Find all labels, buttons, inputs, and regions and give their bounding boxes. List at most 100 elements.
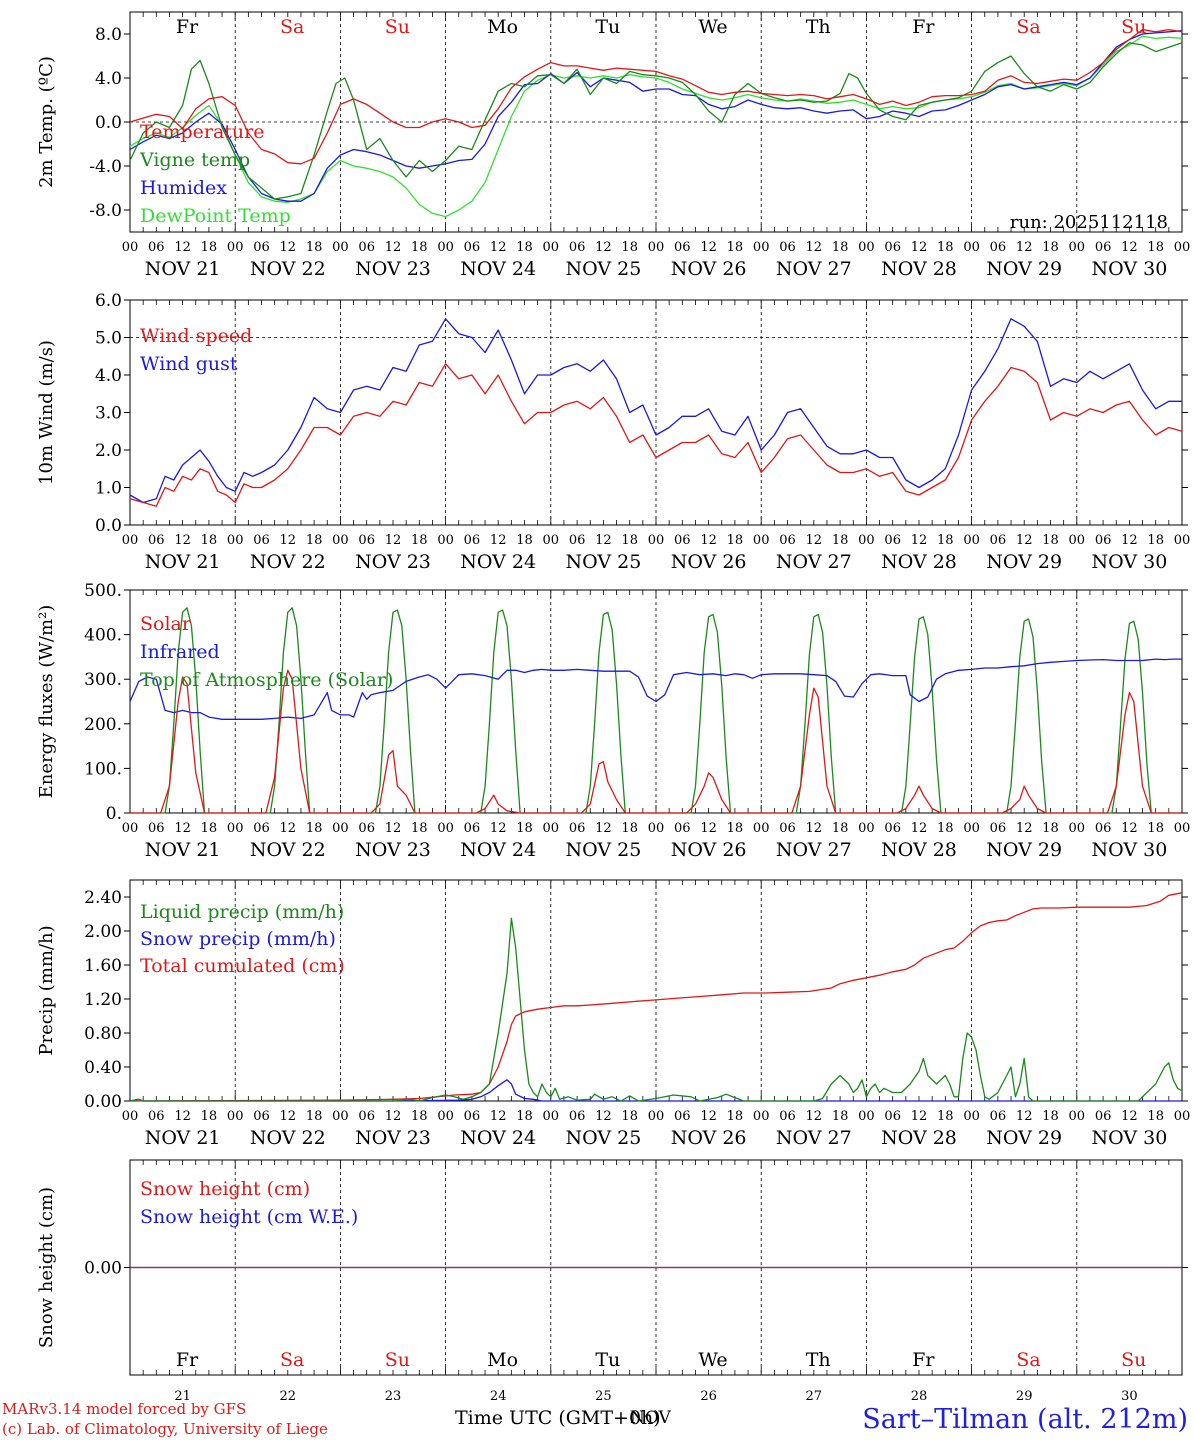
y-tick-label: 5.0 — [95, 329, 122, 349]
legend-entry: Solar — [140, 613, 192, 635]
hour-label: 12 — [1121, 533, 1138, 548]
hour-label: 12 — [1121, 821, 1138, 836]
date-label: NOV 29 — [986, 258, 1062, 280]
hour-label: 18 — [1147, 1109, 1164, 1124]
day-number-label: 28 — [911, 1389, 928, 1404]
y-tick-label: 500. — [84, 581, 122, 601]
hour-label: 12 — [595, 821, 612, 836]
hour-label: 18 — [516, 240, 533, 255]
footer-model: MARv3.14 model forced by GFS — [2, 1400, 246, 1418]
hour-label: 12 — [1016, 240, 1033, 255]
y-tick-label: 0.00 — [84, 1259, 122, 1279]
hour-label: 06 — [674, 533, 691, 548]
hour-label: 06 — [464, 533, 481, 548]
hour-label: 18 — [1042, 240, 1059, 255]
day-number-label: 22 — [280, 1389, 297, 1404]
hour-label: 06 — [148, 240, 165, 255]
y-tick-label: 0.40 — [84, 1058, 122, 1078]
legend-entry: Infrared — [140, 641, 220, 663]
date-label: NOV 26 — [671, 1127, 747, 1149]
panel-precip: 0.00 0.40 0.80 1.20 1.60 2.00 2.40 Precip (mm/h… — [36, 879, 1191, 1149]
hour-label: 18 — [727, 240, 744, 255]
hour-label: 18 — [727, 821, 744, 836]
date-label: NOV 25 — [565, 258, 641, 280]
series-line-solar — [130, 669, 1182, 814]
hour-label: 00 — [332, 821, 349, 836]
day-number-label: 26 — [700, 1389, 717, 1404]
date-label: NOV 27 — [776, 551, 852, 573]
hour-label: 06 — [884, 533, 901, 548]
y-tick-label: 0.80 — [84, 1024, 122, 1044]
hour-label: 18 — [201, 821, 218, 836]
hour-label: 18 — [306, 533, 323, 548]
hour-label: 12 — [700, 821, 717, 836]
weekday-label: Sa — [280, 1349, 304, 1371]
hour-label: 00 — [122, 821, 139, 836]
legend-entry: Wind speed — [140, 325, 252, 347]
x-axis-label-overlay: NOV — [630, 1408, 672, 1428]
date-label: NOV 28 — [881, 839, 957, 861]
date-label: NOV 26 — [671, 551, 747, 573]
hour-label: 12 — [911, 240, 928, 255]
y-tick-label: 6.0 — [95, 291, 122, 311]
hour-label: 06 — [884, 821, 901, 836]
hour-label: 00 — [122, 533, 139, 548]
hour-label: 12 — [280, 533, 297, 548]
hour-label: 12 — [1016, 533, 1033, 548]
hour-label: 18 — [621, 1109, 638, 1124]
hour-label: 12 — [911, 1109, 928, 1124]
footer-lab: (c) Lab. of Climatology, University of L… — [2, 1420, 328, 1438]
y-tick-label: 0. — [106, 804, 122, 824]
hour-label: 18 — [411, 240, 428, 255]
legend-entry: Snow height (cm W.E.) — [140, 1206, 358, 1228]
hour-label: 12 — [700, 1109, 717, 1124]
hour-label: 06 — [884, 240, 901, 255]
weekday-label: Sa — [1016, 1349, 1040, 1371]
hour-label: 00 — [332, 1109, 349, 1124]
hour-label: 06 — [569, 240, 586, 255]
hour-label: 12 — [174, 821, 191, 836]
hour-label: 06 — [779, 821, 796, 836]
hour-label: 18 — [621, 240, 638, 255]
date-label: NOV 29 — [986, 551, 1062, 573]
hour-label: 00 — [858, 1109, 875, 1124]
date-label: NOV 24 — [460, 839, 536, 861]
hour-label: 18 — [411, 821, 428, 836]
hour-label: 00 — [227, 821, 244, 836]
hour-label: 00 — [648, 821, 665, 836]
hour-label: 06 — [569, 533, 586, 548]
hour-label: 00 — [543, 821, 560, 836]
day-number-label: 29 — [1016, 1389, 1033, 1404]
hour-label: 06 — [569, 1109, 586, 1124]
y-tick-label: 8.0 — [95, 25, 122, 45]
legend-entry: DewPoint Temp — [140, 205, 291, 227]
hour-label: 00 — [753, 240, 770, 255]
y-tick-label: 2.0 — [95, 441, 122, 461]
date-label: NOV 21 — [145, 258, 221, 280]
hour-label: 00 — [1069, 240, 1086, 255]
hour-label: 06 — [464, 1109, 481, 1124]
hour-label: 06 — [253, 240, 270, 255]
date-label: NOV 23 — [355, 258, 431, 280]
hour-label: 12 — [806, 821, 823, 836]
hour-label: 00 — [963, 821, 980, 836]
y-tick-label: 300. — [84, 670, 122, 690]
hour-label: 00 — [648, 1109, 665, 1124]
hour-label: 06 — [253, 1109, 270, 1124]
panel-flux: 0. 100. 200. 300. 400. 500. Energy fluxes (W/m… — [36, 581, 1190, 861]
y-axis-label: Energy fluxes (W/m²) — [36, 605, 57, 799]
legend-entry: Snow height (cm) — [140, 1178, 310, 1200]
hour-label: 12 — [385, 1109, 402, 1124]
hour-label: 00 — [1174, 1109, 1191, 1124]
series-line-wind-gust — [129, 318, 1182, 504]
legend-entry: Temperature — [140, 121, 264, 143]
hour-label: 00 — [227, 240, 244, 255]
hour-label: 06 — [148, 821, 165, 836]
hour-label: 12 — [490, 533, 507, 548]
date-label: NOV 30 — [1091, 551, 1167, 573]
hour-label: 18 — [1147, 533, 1164, 548]
hour-label: 12 — [280, 821, 297, 836]
series-line-dewpoint-temp — [129, 35, 1183, 218]
weekday-label: Su — [385, 16, 410, 38]
weekday-label: Fr — [912, 1349, 935, 1371]
